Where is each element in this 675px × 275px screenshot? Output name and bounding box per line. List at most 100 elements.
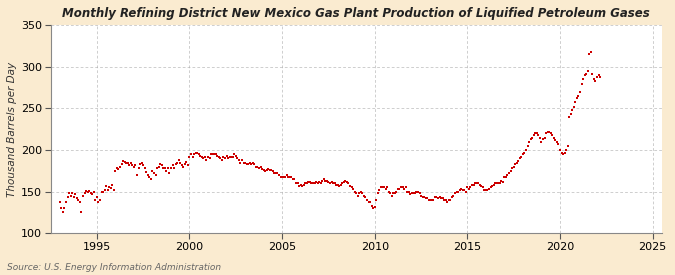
Point xyxy=(531,131,542,136)
Point xyxy=(62,195,73,200)
Point xyxy=(176,163,187,167)
Point xyxy=(119,160,130,164)
Point xyxy=(513,159,524,163)
Point xyxy=(182,163,193,167)
Point xyxy=(466,183,477,187)
Point xyxy=(386,194,397,198)
Point xyxy=(104,185,115,190)
Point xyxy=(442,199,453,204)
Point xyxy=(512,160,522,165)
Point xyxy=(146,177,157,181)
Point xyxy=(187,155,198,159)
Point xyxy=(111,165,122,170)
Point xyxy=(448,194,459,198)
Point xyxy=(136,160,147,165)
Point xyxy=(352,194,363,198)
Point xyxy=(547,133,558,137)
Point xyxy=(63,191,74,196)
Point xyxy=(76,210,87,214)
Point xyxy=(462,185,472,190)
Point xyxy=(422,196,433,200)
Point xyxy=(280,174,291,179)
Point xyxy=(403,189,414,194)
Point xyxy=(519,150,530,155)
Point xyxy=(74,199,85,204)
Point xyxy=(377,185,388,190)
Title: Monthly Refining District New Mexico Gas Plant Production of Liquified Petroleum: Monthly Refining District New Mexico Gas… xyxy=(62,7,650,20)
Point xyxy=(497,180,508,184)
Point xyxy=(584,52,595,57)
Point xyxy=(574,90,585,94)
Point xyxy=(411,189,422,194)
Point xyxy=(284,175,295,180)
Point xyxy=(144,174,155,179)
Point xyxy=(408,191,418,196)
Point xyxy=(184,155,195,159)
Point xyxy=(82,190,93,195)
Point xyxy=(485,185,496,190)
Point xyxy=(391,189,402,194)
Point xyxy=(67,191,78,196)
Point xyxy=(535,135,545,140)
Point xyxy=(164,171,175,175)
Point xyxy=(440,198,451,202)
Point xyxy=(556,150,567,155)
Point xyxy=(126,160,136,165)
Point xyxy=(345,184,356,188)
Point xyxy=(501,174,512,179)
Point xyxy=(254,166,265,170)
Point xyxy=(539,135,550,140)
Point xyxy=(271,171,281,175)
Point xyxy=(525,137,536,141)
Point xyxy=(568,104,579,109)
Point xyxy=(576,81,587,86)
Point xyxy=(249,162,260,166)
Point xyxy=(196,155,207,159)
Point xyxy=(536,139,547,144)
Point xyxy=(371,198,381,202)
Point xyxy=(362,198,373,202)
Point xyxy=(472,181,483,186)
Point xyxy=(559,150,570,155)
Point xyxy=(537,137,548,141)
Point xyxy=(375,185,386,190)
Point xyxy=(313,181,323,186)
Point xyxy=(155,162,165,166)
Point xyxy=(368,206,379,210)
Point xyxy=(397,185,408,190)
Point xyxy=(338,180,349,184)
Point xyxy=(356,189,367,194)
Point xyxy=(414,191,425,196)
Point xyxy=(348,187,358,191)
Point xyxy=(425,198,435,202)
Point xyxy=(343,181,354,186)
Point xyxy=(278,175,289,180)
Point xyxy=(423,198,434,202)
Point xyxy=(115,164,126,169)
Point xyxy=(78,194,88,198)
Point xyxy=(200,155,211,159)
Point xyxy=(88,189,99,194)
Point xyxy=(315,181,326,186)
Point xyxy=(103,188,113,192)
Point xyxy=(181,160,192,164)
Point xyxy=(98,189,109,194)
Point xyxy=(369,204,380,209)
Point xyxy=(61,199,72,204)
Point xyxy=(73,198,84,202)
Point xyxy=(273,173,284,177)
Point xyxy=(383,189,394,194)
Point xyxy=(261,168,272,172)
Point xyxy=(541,131,551,136)
Point xyxy=(55,200,65,205)
Point xyxy=(133,166,144,170)
Point xyxy=(406,191,417,196)
Point xyxy=(124,163,135,167)
Point xyxy=(502,173,513,177)
Point xyxy=(591,75,602,79)
Point xyxy=(437,196,448,200)
Point xyxy=(110,169,121,173)
Point xyxy=(589,77,599,82)
Point xyxy=(99,188,110,192)
Point xyxy=(107,183,117,187)
